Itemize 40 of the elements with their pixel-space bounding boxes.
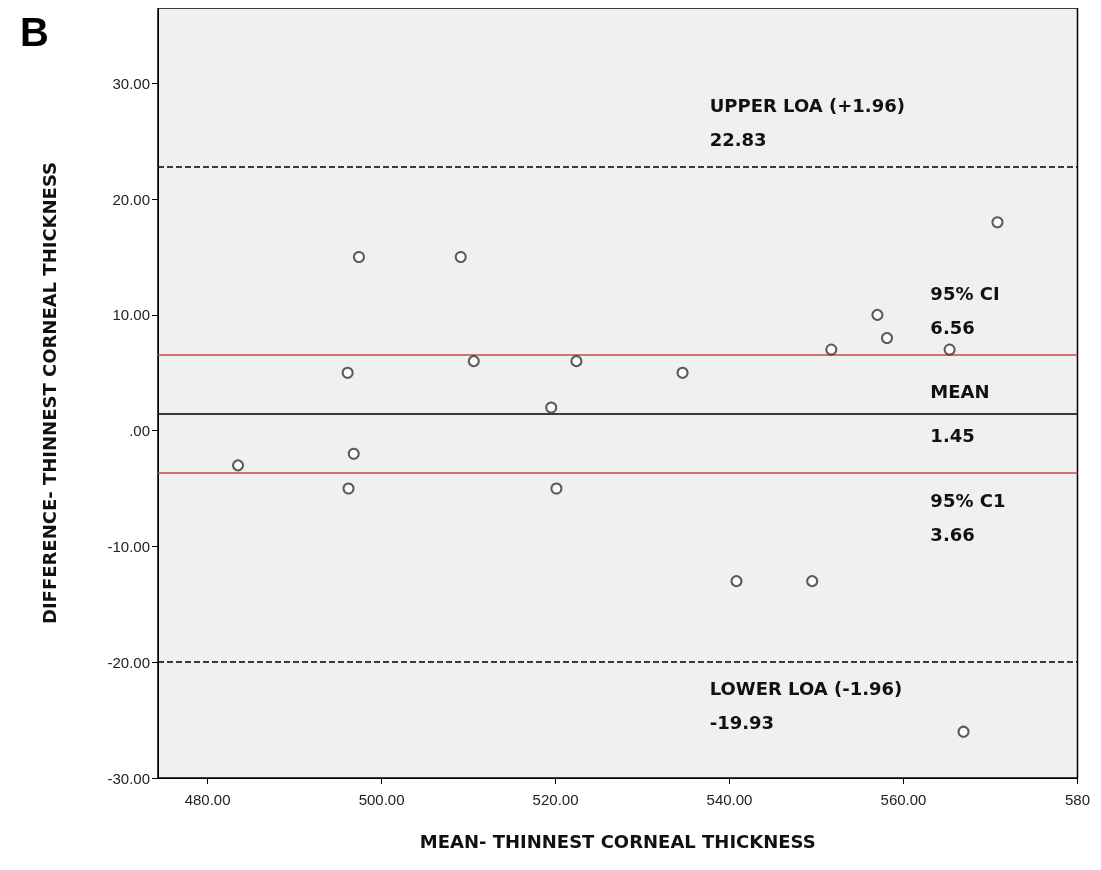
point [806, 575, 819, 588]
point [880, 332, 893, 344]
y-tick-label: -10.00 [107, 537, 150, 555]
point [871, 308, 884, 321]
point [352, 250, 365, 263]
x-tick-label: 540.00 [706, 791, 753, 808]
ref-line-label: 95% CI 6.56 [930, 283, 1000, 339]
point [232, 459, 245, 472]
x-tick-label: 560.00 [880, 791, 927, 808]
x-axis-title: MEAN- THINNEST CORNEAL THICKNESS [419, 830, 816, 852]
point [825, 343, 838, 356]
point [570, 355, 583, 368]
y-axis-title: DIFFERENCE- THINNEST CORNEAL THICKNESS [38, 161, 60, 625]
x-tick-label: 480.00 [184, 791, 231, 808]
point [467, 355, 480, 368]
y-tick-label: -20.00 [107, 653, 150, 671]
y-tick-label: -30.00 [107, 769, 150, 787]
point [957, 725, 970, 738]
y-tick-label: 10.00 [112, 306, 150, 324]
ref-line-label: UPPER LOA (+1.96) 22.83 [709, 94, 905, 150]
y-tick-label: 30.00 [112, 74, 150, 92]
point [991, 216, 1004, 229]
ref-line-label: 95% C1 3.66 [930, 489, 1006, 545]
point [730, 575, 743, 588]
ref-line-label: LOWER LOA (-1.96) -19.93 [709, 677, 903, 733]
point [943, 343, 956, 356]
x-tick-label: 580 [1064, 791, 1090, 808]
point [342, 482, 355, 495]
y-tick-label: .00 [129, 422, 150, 440]
y-tick-label: 20.00 [112, 190, 150, 208]
point [545, 401, 558, 414]
point [550, 482, 563, 495]
point [341, 366, 354, 379]
point [454, 250, 467, 263]
point [347, 447, 360, 460]
text: B [20, 10, 49, 54]
x-tick-label: 500.00 [358, 791, 405, 808]
x-tick-label: 520.00 [532, 791, 579, 808]
point [676, 366, 689, 379]
text: MEAN 1.45 [930, 381, 990, 447]
